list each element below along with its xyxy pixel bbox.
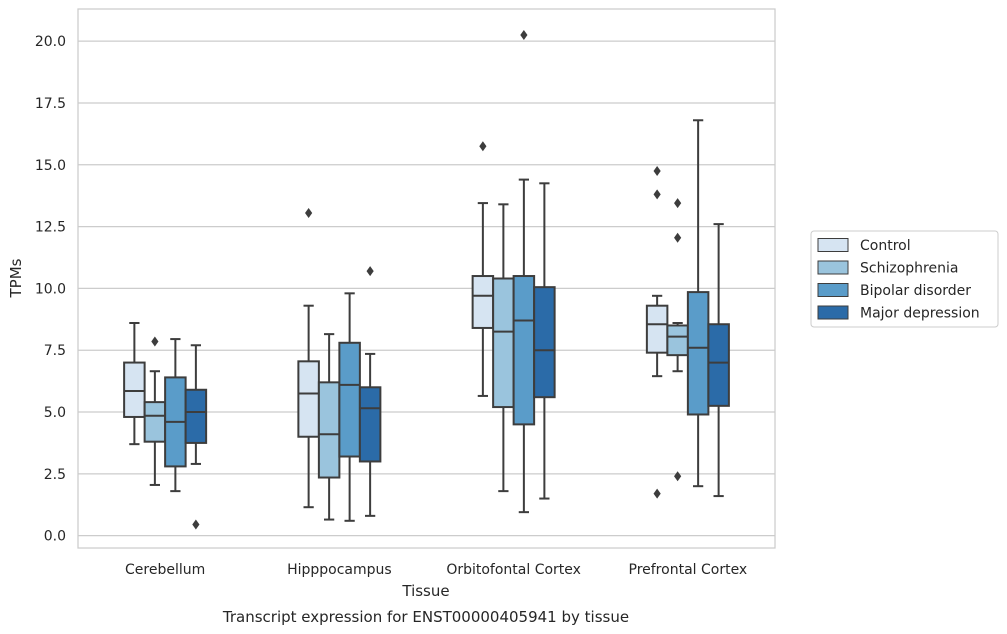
outlier-point (653, 488, 661, 499)
box-iqr (317, 381, 341, 479)
box-plot-series (123, 29, 730, 530)
legend-label: Major depression (860, 306, 980, 322)
x-tick-label: Cerebellum (125, 562, 205, 578)
box-control (645, 165, 669, 499)
legend-label: Bipolar disorder (860, 283, 971, 299)
y-tick-label: 17.5 (35, 96, 66, 112)
chart-title: Transcript expression for ENST0000040594… (222, 608, 629, 626)
y-tick-label: 0.0 (44, 529, 66, 545)
box-iqr (666, 324, 689, 357)
y-tick-label: 12.5 (35, 220, 66, 236)
box-schizophrenia (317, 333, 341, 521)
legend: Control Schizophrenia Bipolar disorder Majo… (810, 230, 999, 328)
box-bipolar-disorder (338, 292, 361, 522)
y-axis-label: TPMs (7, 258, 25, 298)
outlier-point (653, 189, 661, 200)
box-control (471, 141, 495, 397)
outlier-point (674, 232, 682, 243)
x-tick-label: Prefrontal Cortex (629, 562, 748, 578)
box-schizophrenia (143, 336, 167, 486)
plot-area-frame (77, 8, 776, 549)
box-iqr (338, 341, 361, 458)
y-tick-label: 20.0 (35, 34, 66, 50)
y-tick-label: 2.5 (44, 467, 66, 483)
legend-swatch (817, 305, 849, 320)
legend-frame (810, 230, 999, 328)
outlier-point (674, 471, 682, 482)
box-major-depression (358, 266, 382, 517)
box-iqr (492, 277, 515, 409)
box-iqr (645, 304, 669, 354)
x-axis-label: Tissue (401, 582, 449, 600)
y-axis-ticks: 0.0 2.5 5.0 7.5 10.0 12.5 15.0 17.5 20.0 (35, 34, 66, 544)
y-tick-label: 7.5 (44, 343, 66, 359)
box-control (123, 322, 146, 446)
box-iqr (533, 286, 556, 399)
box-control (297, 207, 320, 509)
outlier-point (520, 29, 528, 40)
y-tick-label: 15.0 (35, 158, 66, 174)
outlier-point (479, 141, 487, 152)
box-bipolar-disorder (164, 338, 187, 493)
box-major-depression (184, 344, 208, 530)
box-major-depression (707, 223, 730, 498)
box-iqr (512, 275, 536, 426)
box-iqr (184, 388, 208, 444)
box-iqr (686, 291, 710, 416)
outlier-point (653, 165, 661, 176)
legend-label: Control (860, 238, 911, 254)
x-tick-label: Orbitofontal Cortex (446, 562, 581, 578)
y-tick-label: 5.0 (44, 405, 66, 421)
legend-swatch (817, 238, 849, 252)
legend-swatch (817, 260, 849, 275)
box-schizophrenia (492, 203, 515, 493)
outlier-point (192, 519, 200, 530)
box-bipolar-disorder (512, 29, 536, 514)
outlier-point (305, 207, 313, 218)
box-iqr (297, 360, 320, 438)
box-iqr (471, 275, 495, 329)
x-tick-label: Hipppocampus (287, 562, 392, 578)
box-iqr (123, 361, 146, 418)
outlier-point (151, 336, 159, 347)
legend-swatch (817, 283, 849, 297)
box-major-depression (533, 182, 556, 500)
legend-label: Schizophrenia (860, 261, 958, 277)
box-schizophrenia (666, 198, 689, 482)
box-iqr (143, 401, 167, 443)
y-tick-label: 10.0 (35, 281, 66, 297)
box-iqr (358, 386, 382, 463)
box-bipolar-disorder (686, 119, 710, 488)
box-iqr (707, 323, 730, 407)
outlier-point (674, 198, 682, 209)
x-axis-ticks: Cerebellum Hipppocampus Orbitofontal Corte… (125, 562, 747, 578)
outlier-point (366, 266, 374, 277)
